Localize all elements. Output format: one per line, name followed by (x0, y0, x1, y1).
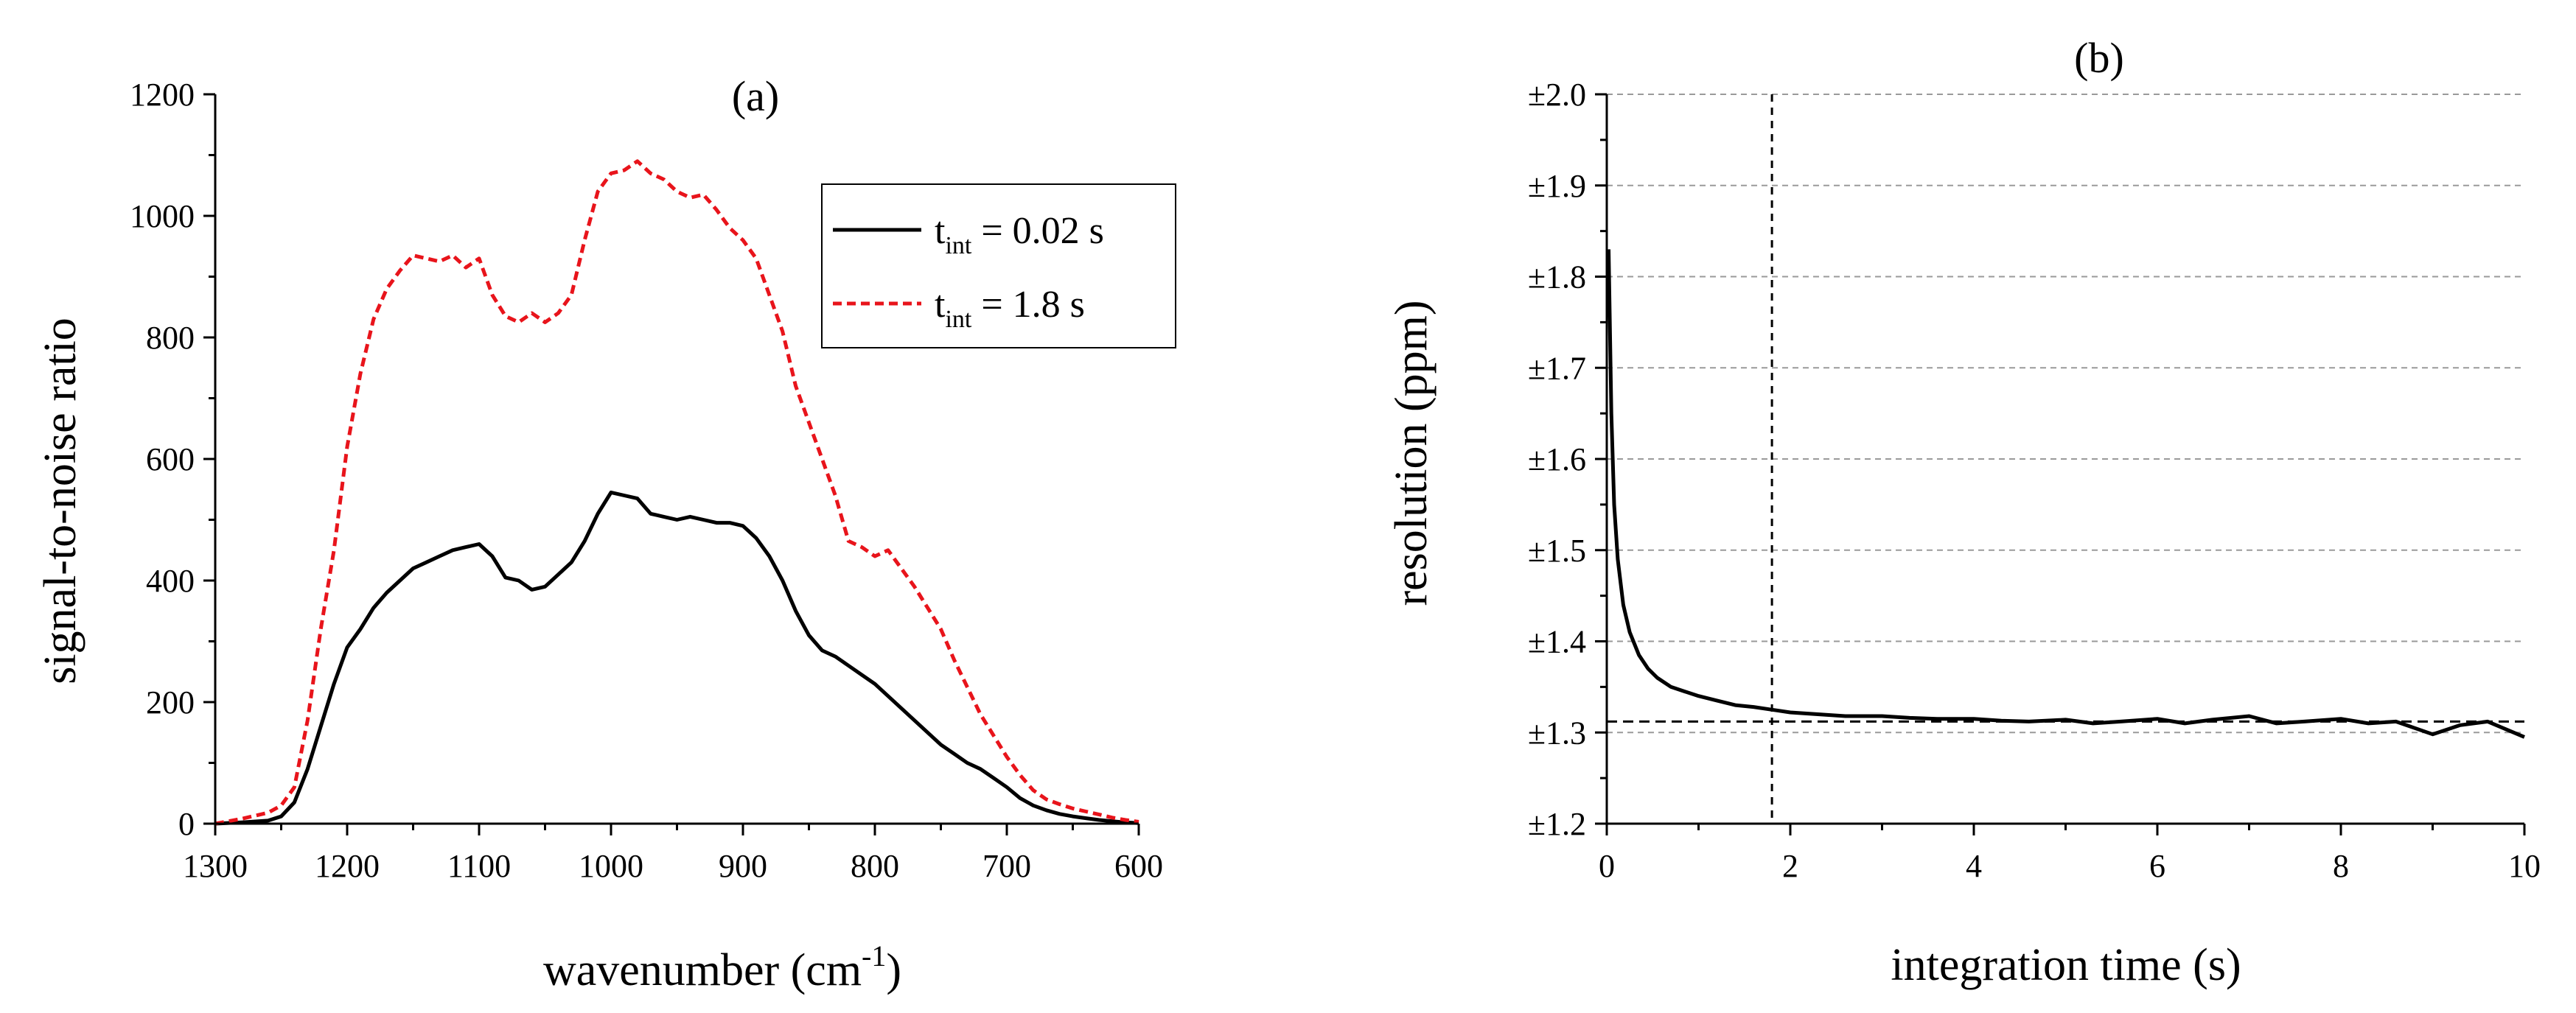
panel-b: (b) 0 2 4 6 8 10 ±1.2 ±1.3 ±1.4 ±1.5 ±1.6 ±1.7 ±1.8 ±… (1386, 34, 2541, 990)
y-tick-label: 600 (146, 441, 195, 477)
panel-a-y-axis-label: signal-to-noise ratio (35, 318, 85, 684)
y-tick-label: ±1.6 (1528, 441, 1586, 477)
x-tick-label: 1300 (183, 848, 248, 884)
y-tick-label: 1000 (130, 198, 195, 234)
x-tick-label: 6 (2149, 848, 2165, 884)
panel-b-grid (1607, 94, 2524, 734)
y-tick-label: 0 (178, 806, 195, 842)
panel-b-title: (b) (2074, 34, 2124, 82)
y-tick-label: ±1.8 (1528, 259, 1586, 295)
series-line-dashed (214, 159, 1139, 826)
panel-a-series (214, 159, 1139, 826)
x-tick-label: 2 (1782, 848, 1798, 884)
y-tick-label: ±2.0 (1528, 77, 1586, 113)
x-tick-label: 900 (719, 848, 767, 884)
y-tick-label: 400 (146, 563, 195, 599)
panel-b-reference-lines (1607, 94, 2524, 824)
y-tick-label: ±1.4 (1528, 624, 1586, 660)
panel-a-title: (a) (732, 72, 779, 120)
panel-a-ticks: 1300 1200 1100 1000 900 800 700 600 0 200 400 600 80… (130, 77, 1163, 884)
y-tick-label: ±1.3 (1528, 715, 1586, 751)
x-tick-label: 0 (1599, 848, 1615, 884)
panel-a: (a) 1300 1200 1100 1000 900 800 700 600 0 200 400 6… (35, 72, 1176, 995)
x-tick-label: 1100 (447, 848, 511, 884)
x-tick-label: 800 (851, 848, 899, 884)
series-line-solid (1607, 249, 2525, 739)
x-tick-label: 8 (2333, 848, 2349, 884)
y-tick-label: ±1.2 (1528, 806, 1586, 842)
legend-box (821, 183, 1176, 348)
panel-b-x-axis-label: integration time (s) (1891, 940, 2241, 990)
x-tick-label: 4 (1966, 848, 1982, 884)
legend-label-dashed: tint = 1.8 s (935, 284, 1085, 333)
panel-a-legend: tint = 0.02 s tint = 1.8 s (821, 183, 1176, 348)
y-tick-label: 200 (146, 684, 195, 721)
x-tick-label: 600 (1114, 848, 1163, 884)
series-line-solid (214, 490, 1139, 826)
y-tick-label: ±1.5 (1528, 533, 1586, 569)
x-tick-label: 700 (982, 848, 1031, 884)
y-tick-label: 800 (146, 320, 195, 356)
panel-a-x-axis-label: wavenumber (cm-1) (543, 939, 901, 995)
x-tick-label: 1000 (579, 848, 643, 884)
y-tick-label: ±1.9 (1528, 168, 1586, 204)
y-tick-label: 1200 (130, 77, 195, 113)
x-tick-label: 1200 (315, 848, 380, 884)
panel-b-series (1607, 249, 2525, 739)
panel-b-ticks: 0 2 4 6 8 10 ±1.2 ±1.3 ±1.4 ±1.5 ±1.6 ±1.7 ±1.8 ±1.9 ±… (1528, 77, 2541, 884)
x-tick-label: 10 (2508, 848, 2541, 884)
panel-b-y-axis-label: resolution (ppm) (1386, 301, 1437, 606)
y-tick-label: ±1.7 (1528, 350, 1586, 386)
legend-label-solid: tint = 0.02 s (935, 210, 1104, 259)
